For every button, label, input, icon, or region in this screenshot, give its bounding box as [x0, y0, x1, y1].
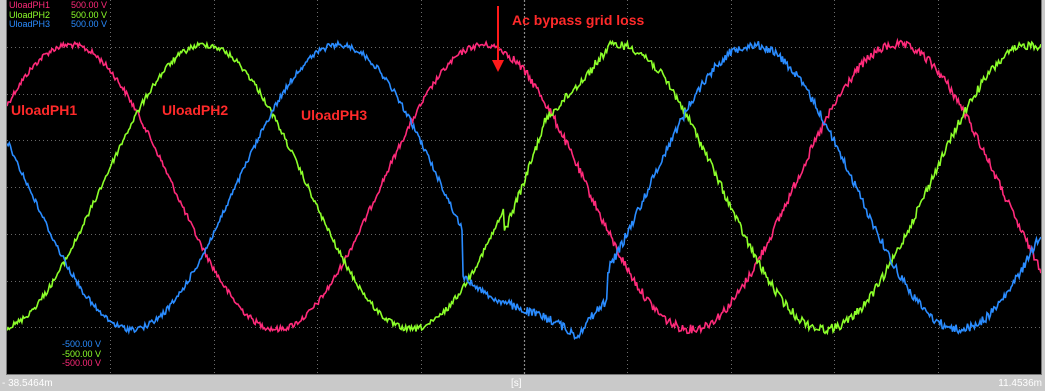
legend-min-ph1: -500.00 V: [62, 358, 102, 368]
event-arrow-head: [492, 60, 504, 72]
plot-area: UloadPH1 500.00 V UloadPH2 500.00 V UloadP…: [6, 0, 1042, 375]
annotation: [492, 6, 504, 72]
legend-name: UloadPH2: [9, 9, 51, 20]
label-ph1: UloadPH1: [11, 102, 78, 118]
traces: [7, 37, 1041, 340]
legend-name: UloadPH3: [9, 19, 51, 29]
legend-min-ph3: -500.00 V: [62, 339, 102, 349]
label-ph2: UloadPH2: [162, 102, 229, 118]
legend-value: 500.00 V: [71, 19, 108, 29]
legend-row-ph3: UloadPH3 500.00 V: [9, 19, 108, 30]
x-axis-max: 11.4536m: [998, 378, 1042, 389]
legend-bottom: -500.00 V -500.00 V -500.00 V: [62, 339, 102, 369]
trace-uloadph1: [7, 37, 1041, 335]
legend-top: UloadPH1 500.00 V UloadPH2 500.00 V UloadP…: [9, 0, 108, 30]
event-label: Ac bypass grid loss: [512, 12, 645, 28]
waveform-plot: [7, 0, 1041, 374]
label-ph3: UloadPH3: [301, 107, 368, 123]
legend-value: 500.00 V: [71, 0, 108, 10]
trace-uloadph3: [7, 39, 1041, 340]
legend-value: 500.00 V: [71, 9, 108, 20]
grid: [7, 0, 1041, 374]
x-axis-unit: [s]: [511, 378, 522, 389]
x-axis-bar: - 38.5464m [s] 11.4536m: [0, 377, 1045, 391]
legend-row-ph2: UloadPH2 500.00 V: [9, 9, 108, 21]
legend-min-ph2: -500.00 V: [62, 348, 102, 359]
legend-name: UloadPH1: [9, 0, 51, 10]
legend-row-ph1: UloadPH1 500.00 V: [9, 0, 108, 11]
trace-uloadph2: [7, 39, 1041, 336]
x-axis-min: - 38.5464m: [2, 378, 53, 389]
